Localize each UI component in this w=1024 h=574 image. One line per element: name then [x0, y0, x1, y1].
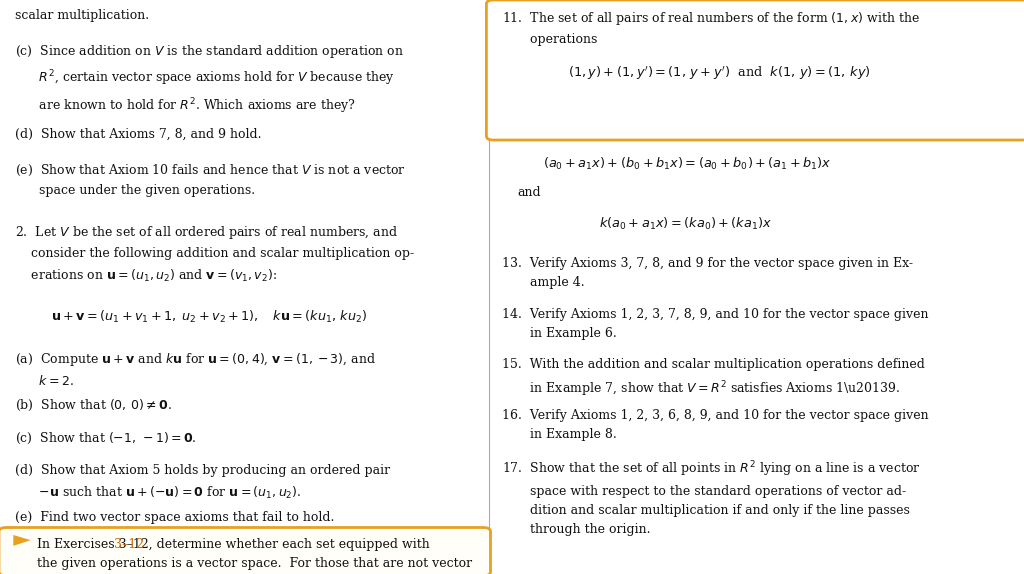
Text: In Exercises 3–12, determine whether each set equipped with
the given operations: In Exercises 3–12, determine whether eac…: [37, 538, 472, 574]
FancyBboxPatch shape: [0, 528, 490, 574]
Text: $(1, y)+(1, y')=(1,\,y+y')$  and  $k(1,\,y)=(1,\,ky)$: $(1, y)+(1, y')=(1,\,y+y')$ and $k(1,\,y…: [568, 65, 871, 82]
Text: (d)  Show that Axiom 5 holds by producing an ordered pair
      $-\mathbf{u}$ su: (d) Show that Axiom 5 holds by producing…: [15, 464, 390, 501]
FancyBboxPatch shape: [486, 0, 1024, 140]
Text: 2.  Let $V$ be the set of all ordered pairs of real numbers, and
    consider th: 2. Let $V$ be the set of all ordered pai…: [15, 224, 415, 284]
Text: 16.  Verify Axioms 1, 2, 3, 6, 8, 9, and 10 for the vector space given
       in: 16. Verify Axioms 1, 2, 3, 6, 8, 9, and …: [502, 409, 929, 441]
Text: 17.  Show that the set of all points in $R^2$ lying on a line is a vector
      : 17. Show that the set of all points in $…: [502, 459, 921, 536]
Text: (a)  Compute $\mathbf{u}+\mathbf{v}$ and $k\mathbf{u}$ for $\mathbf{u}=(0,4)$, $: (a) Compute $\mathbf{u}+\mathbf{v}$ and …: [15, 351, 376, 389]
Polygon shape: [13, 535, 31, 546]
Text: $(a_0+a_1 x)+(b_0+b_1 x)=(a_0+b_0)+(a_1+b_1)x$: $(a_0+a_1 x)+(b_0+b_1 x)=(a_0+b_0)+(a_1+…: [543, 156, 831, 172]
Text: and: and: [517, 186, 541, 199]
Text: (c)  Show that $(-1,\,-1)=\mathbf{0}$.: (c) Show that $(-1,\,-1)=\mathbf{0}$.: [15, 431, 197, 446]
Text: 15.  With the addition and scalar multiplication operations defined
       in Ex: 15. With the addition and scalar multipl…: [502, 358, 925, 399]
Text: scalar multiplication.: scalar multiplication.: [15, 9, 150, 22]
Text: 11.  The set of all pairs of real numbers of the form $(1, x)$ with the
       o: 11. The set of all pairs of real numbers…: [502, 10, 920, 46]
Text: 12.  The set of polynomials of the form $a_0+a_1 x$ with the opera-
       tions: 12. The set of polynomials of the form $…: [502, 104, 903, 140]
Text: (b)  Show that $(0,\,0)\neq\mathbf{0}$.: (b) Show that $(0,\,0)\neq\mathbf{0}$.: [15, 398, 172, 413]
Text: 14.  Verify Axioms 1, 2, 3, 7, 8, 9, and 10 for the vector space given
       in: 14. Verify Axioms 1, 2, 3, 7, 8, 9, and …: [502, 308, 929, 340]
Text: 3–12: 3–12: [114, 538, 143, 552]
Text: (c)  Since addition on $V$ is the standard addition operation on
      $R^2$, ce: (c) Since addition on $V$ is the standar…: [15, 43, 404, 116]
Text: 13.  Verify Axioms 3, 7, 8, and 9 for the vector space given in Ex-
       ample: 13. Verify Axioms 3, 7, 8, and 9 for the…: [502, 257, 912, 289]
Text: $k(a_0+a_1 x)=(ka_0)+(ka_1)x$: $k(a_0+a_1 x)=(ka_0)+(ka_1)x$: [599, 216, 772, 232]
Text: (e)  Show that Axiom 10 fails and hence that $V$ is not a vector
      space und: (e) Show that Axiom 10 fails and hence t…: [15, 162, 407, 196]
Text: (d)  Show that Axioms 7, 8, and 9 hold.: (d) Show that Axioms 7, 8, and 9 hold.: [15, 128, 262, 141]
Text: $\mathbf{u}+\mathbf{v}=(u_1+v_1+1,\;u_2+v_2+1),\quadk\mathbf{u}=(ku_1,\,ku_2)$: $\mathbf{u}+\mathbf{v}=(u_1+v_1+1,\;u_2+…: [51, 309, 368, 325]
Text: (e)  Find two vector space axioms that fail to hold.: (e) Find two vector space axioms that fa…: [15, 511, 335, 525]
